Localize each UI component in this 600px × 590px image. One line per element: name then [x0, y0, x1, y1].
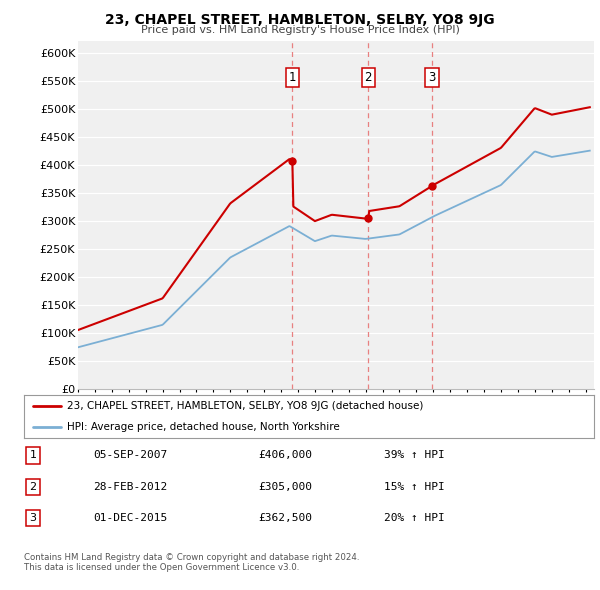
Text: 3: 3 — [29, 513, 37, 523]
Text: 28-FEB-2012: 28-FEB-2012 — [93, 482, 167, 491]
Text: 23, CHAPEL STREET, HAMBLETON, SELBY, YO8 9JG: 23, CHAPEL STREET, HAMBLETON, SELBY, YO8… — [105, 13, 495, 27]
Text: 05-SEP-2007: 05-SEP-2007 — [93, 451, 167, 460]
Text: This data is licensed under the Open Government Licence v3.0.: This data is licensed under the Open Gov… — [24, 563, 299, 572]
Text: 2: 2 — [365, 71, 372, 84]
Text: 39% ↑ HPI: 39% ↑ HPI — [384, 451, 445, 460]
Text: 3: 3 — [428, 71, 436, 84]
Text: 15% ↑ HPI: 15% ↑ HPI — [384, 482, 445, 491]
Text: Contains HM Land Registry data © Crown copyright and database right 2024.: Contains HM Land Registry data © Crown c… — [24, 553, 359, 562]
Text: 2: 2 — [29, 482, 37, 491]
Text: £305,000: £305,000 — [258, 482, 312, 491]
Text: £406,000: £406,000 — [258, 451, 312, 460]
Text: 20% ↑ HPI: 20% ↑ HPI — [384, 513, 445, 523]
Text: 01-DEC-2015: 01-DEC-2015 — [93, 513, 167, 523]
Text: £362,500: £362,500 — [258, 513, 312, 523]
Text: 1: 1 — [289, 71, 296, 84]
Text: 1: 1 — [29, 451, 37, 460]
Text: HPI: Average price, detached house, North Yorkshire: HPI: Average price, detached house, Nort… — [67, 422, 340, 432]
Text: Price paid vs. HM Land Registry's House Price Index (HPI): Price paid vs. HM Land Registry's House … — [140, 25, 460, 35]
Text: 23, CHAPEL STREET, HAMBLETON, SELBY, YO8 9JG (detached house): 23, CHAPEL STREET, HAMBLETON, SELBY, YO8… — [67, 401, 423, 411]
